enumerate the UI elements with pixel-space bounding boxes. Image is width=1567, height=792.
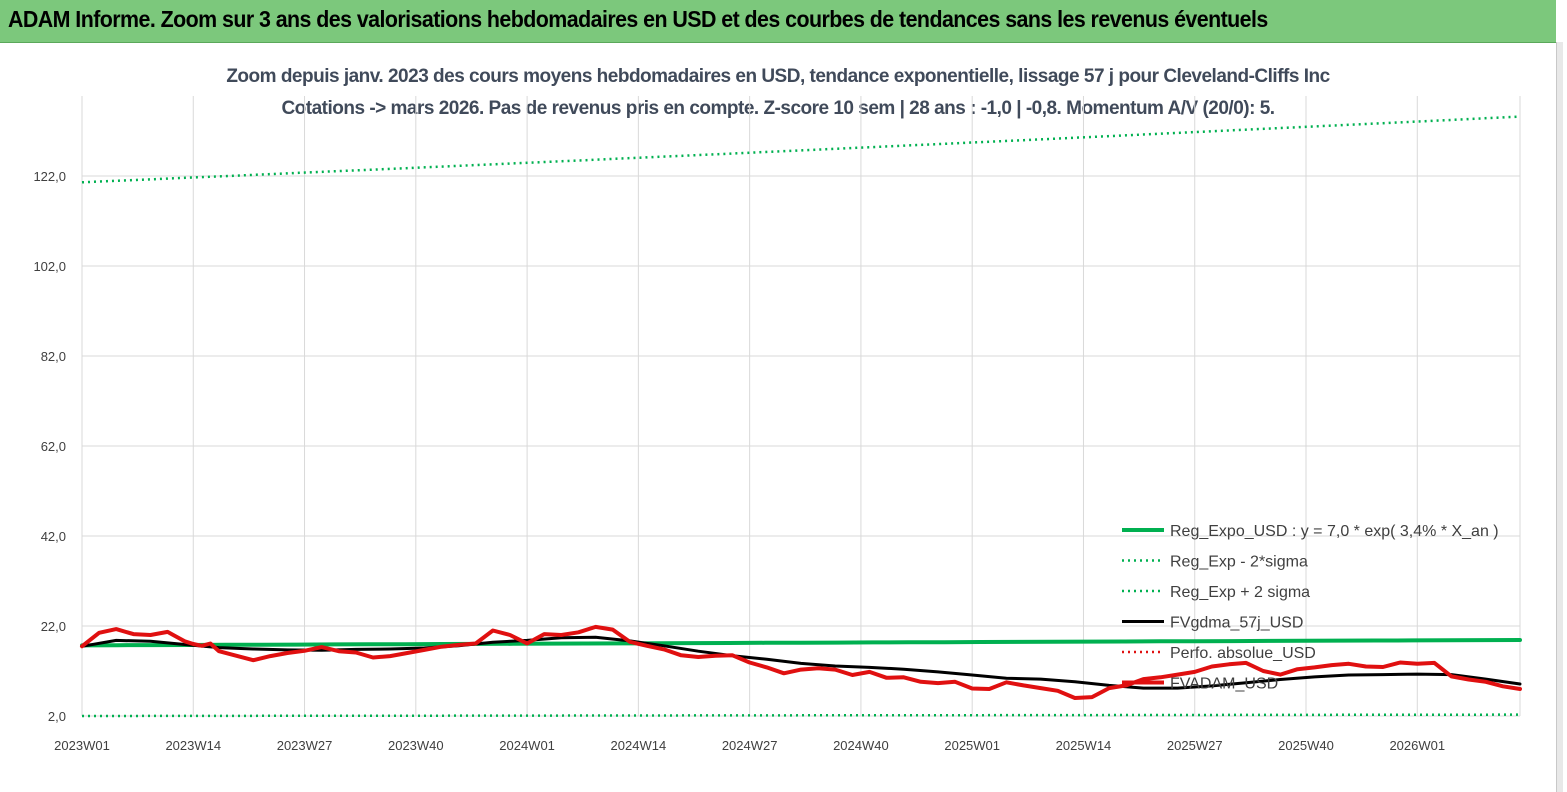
x-tick-label: 2025W27 bbox=[1167, 738, 1223, 753]
x-tick-label: 2024W27 bbox=[722, 738, 778, 753]
chart-subtitle: Cotations -> mars 2026. Pas de revenus p… bbox=[281, 98, 1275, 119]
y-tick-label: 82,0 bbox=[41, 349, 66, 364]
window-edge bbox=[1556, 42, 1563, 792]
series-line-0 bbox=[80, 638, 1522, 648]
x-tick-label: 2023W01 bbox=[54, 738, 110, 753]
x-tick-label: 2025W14 bbox=[1056, 738, 1112, 753]
legend-label: Perfo. absolue_USD bbox=[1170, 645, 1316, 662]
y-tick-label: 102,0 bbox=[33, 259, 66, 274]
series-line-3 bbox=[80, 635, 1522, 690]
y-tick-label: 42,0 bbox=[41, 529, 66, 544]
report-title: ADAM Informe. Zoom sur 3 ans des valoris… bbox=[8, 6, 1268, 32]
x-tick-label: 2025W01 bbox=[944, 738, 1000, 753]
x-tick-label: 2025W40 bbox=[1278, 738, 1334, 753]
x-tick-label: 2023W14 bbox=[165, 738, 221, 753]
series-line-2 bbox=[81, 115, 1521, 184]
y-tick-label: 22,0 bbox=[41, 619, 66, 634]
legend-label: Reg_Expo_USD : y = 7,0 * exp( 3,4% * X_a… bbox=[1170, 523, 1499, 540]
legend-label: FVgdma_57j_USD bbox=[1170, 615, 1303, 632]
series-line-5 bbox=[80, 624, 1522, 700]
x-tick-label: 2024W40 bbox=[833, 738, 889, 753]
chart-title: Zoom depuis janv. 2023 des cours moyens … bbox=[226, 66, 1330, 87]
report-banner: ADAM Informe. Zoom sur 3 ans des valoris… bbox=[0, 0, 1556, 43]
legend-label: FVADAM_USD bbox=[1170, 676, 1278, 693]
x-tick-label: 2026W01 bbox=[1389, 738, 1445, 753]
y-tick-label: 2,0 bbox=[48, 709, 66, 724]
x-tick-label: 2024W14 bbox=[611, 738, 667, 753]
x-tick-label: 2023W40 bbox=[388, 738, 444, 753]
y-tick-label: 122,0 bbox=[33, 169, 66, 184]
legend-label: Reg_Exp - 2*sigma bbox=[1170, 554, 1308, 571]
x-tick-label: 2023W27 bbox=[277, 738, 333, 753]
x-tick-label: 2024W01 bbox=[499, 738, 555, 753]
legend-label: Reg_Exp + 2 sigma bbox=[1170, 584, 1310, 601]
y-tick-label: 62,0 bbox=[41, 439, 66, 454]
